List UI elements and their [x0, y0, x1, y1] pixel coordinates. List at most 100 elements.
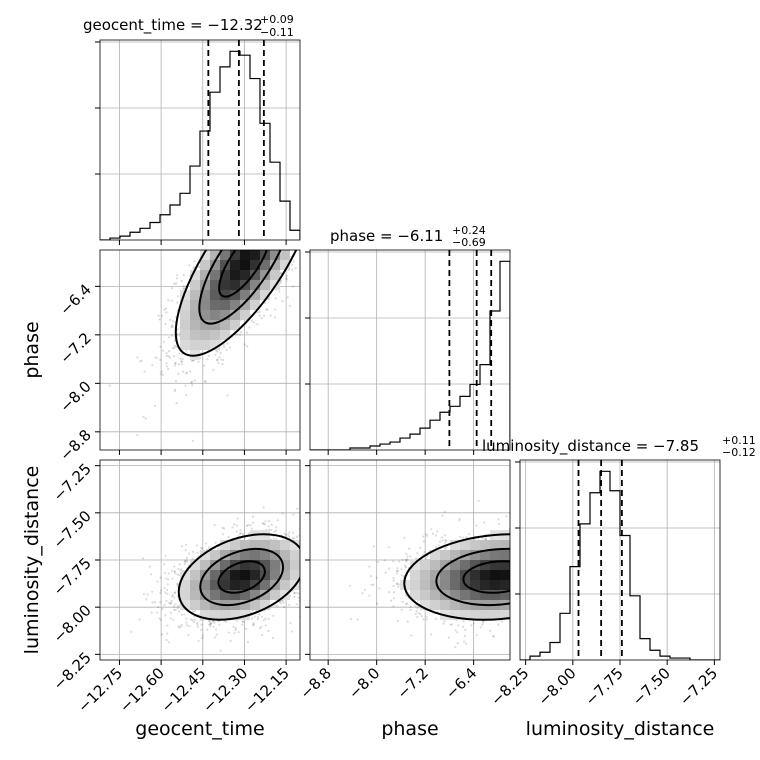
scatter-point — [310, 198, 312, 200]
scatter-point — [252, 321, 255, 324]
scatter-point — [318, 176, 320, 178]
scatter-point — [268, 236, 270, 238]
scatter-point — [243, 343, 246, 346]
scatter-point — [242, 223, 244, 225]
scatter-point — [234, 629, 237, 632]
scatter-point — [224, 620, 227, 623]
scatter-point — [305, 530, 307, 532]
scatter-point — [292, 146, 294, 148]
scatter-point — [301, 163, 303, 165]
scatter-point — [247, 236, 249, 238]
scatter-point — [225, 348, 228, 351]
scatter-point — [274, 244, 276, 246]
scatter-point — [246, 208, 248, 210]
scatter-point — [246, 210, 248, 212]
scatter-point — [269, 234, 271, 236]
density-cell — [180, 330, 190, 340]
density-cell — [210, 250, 220, 260]
scatter-point — [287, 222, 289, 224]
scatter-point — [259, 219, 261, 221]
scatter-point — [289, 621, 292, 625]
scatter-point — [140, 359, 143, 362]
scatter-point — [281, 221, 283, 223]
scatter-point — [317, 192, 319, 194]
scatter-point — [309, 148, 311, 150]
scatter-point — [281, 217, 283, 219]
scatter-point — [260, 214, 262, 216]
scatter-point — [193, 379, 196, 382]
scatter-point — [292, 285, 295, 288]
scatter-point — [308, 538, 310, 540]
scatter-point — [270, 196, 272, 198]
scatter-point — [293, 233, 295, 235]
scatter-point — [221, 533, 224, 536]
scatter-point — [260, 203, 262, 205]
scatter-point — [291, 186, 293, 188]
scatter-point — [177, 605, 180, 608]
scatter-point — [250, 222, 252, 224]
scatter-point — [217, 245, 219, 247]
scatter-point — [268, 210, 270, 212]
scatter-point — [267, 234, 269, 236]
scatter-point — [170, 599, 173, 602]
scatter-point — [266, 191, 268, 193]
scatter-point — [293, 219, 295, 221]
scatter-point — [257, 224, 259, 226]
scatter-point — [274, 245, 276, 247]
scatter-point — [216, 237, 218, 239]
scatter-point — [144, 417, 147, 420]
scatter-point — [254, 232, 256, 234]
scatter-point — [253, 219, 255, 221]
scatter-point — [260, 241, 262, 243]
scatter-point — [256, 616, 260, 619]
scatter-point — [266, 219, 268, 221]
scatter-point — [243, 247, 245, 249]
scatter-point — [241, 244, 243, 246]
scatter-point — [293, 592, 296, 595]
scatter-point — [294, 267, 297, 270]
density-cell — [230, 270, 240, 280]
scatter-point — [197, 360, 200, 363]
scatter-point — [277, 222, 279, 224]
scatter-point — [247, 532, 250, 535]
scatter-point — [251, 241, 253, 243]
scatter-point — [322, 156, 324, 158]
scatter-point — [273, 316, 277, 319]
scatter-point — [268, 216, 270, 218]
scatter-point — [212, 242, 214, 244]
scatter-point — [252, 233, 254, 235]
scatter-point — [108, 384, 111, 387]
scatter-point — [233, 632, 236, 635]
scatter-point — [253, 234, 255, 236]
scatter-point — [292, 170, 294, 172]
scatter-point — [277, 205, 279, 207]
scatter-point — [303, 193, 305, 195]
scatter-point — [231, 208, 233, 210]
scatter-point — [256, 228, 258, 230]
scatter-point — [282, 202, 284, 204]
scatter-point — [297, 197, 299, 199]
scatter-point — [249, 226, 251, 228]
density-cell — [210, 270, 220, 280]
scatter-point — [250, 214, 252, 216]
scatter-point — [257, 230, 259, 232]
scatter-point — [160, 589, 163, 592]
scatter-point — [297, 171, 299, 173]
scatter-point — [270, 235, 272, 237]
scatter-point — [207, 546, 210, 549]
scatter-point — [217, 361, 220, 364]
scatter-point — [327, 168, 329, 170]
scatter-point — [313, 175, 315, 177]
scatter-point — [250, 242, 252, 244]
scatter-point — [272, 232, 274, 234]
scatter-point — [146, 593, 149, 596]
scatter-point — [232, 245, 234, 247]
density-cell — [240, 310, 250, 320]
scatter-point — [247, 231, 249, 233]
scatter-point — [261, 220, 263, 222]
scatter-point — [304, 192, 306, 194]
scatter-point — [220, 358, 223, 361]
title-phase-plus: +0.24 — [452, 224, 486, 237]
scatter-point — [258, 226, 260, 228]
